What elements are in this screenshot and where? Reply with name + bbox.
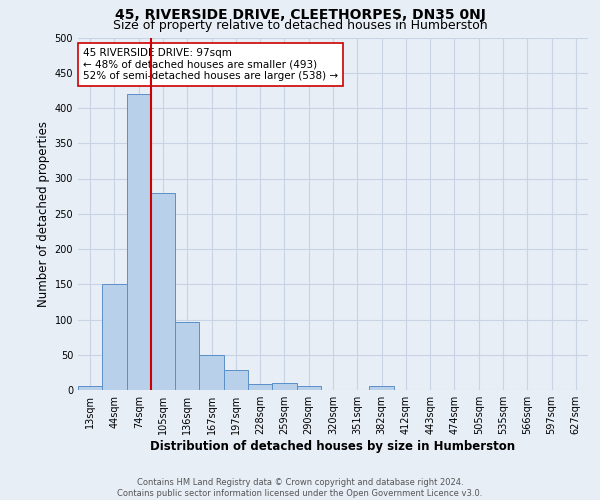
- Bar: [370, 386, 394, 390]
- Text: Contains HM Land Registry data © Crown copyright and database right 2024.
Contai: Contains HM Land Registry data © Crown c…: [118, 478, 482, 498]
- Text: Size of property relative to detached houses in Humberston: Size of property relative to detached ho…: [113, 18, 487, 32]
- Bar: [248, 384, 272, 390]
- Bar: [151, 192, 175, 390]
- Bar: [175, 322, 199, 390]
- Text: 45 RIVERSIDE DRIVE: 97sqm
← 48% of detached houses are smaller (493)
52% of semi: 45 RIVERSIDE DRIVE: 97sqm ← 48% of detac…: [83, 48, 338, 82]
- Y-axis label: Number of detached properties: Number of detached properties: [37, 120, 50, 306]
- X-axis label: Distribution of detached houses by size in Humberston: Distribution of detached houses by size …: [151, 440, 515, 453]
- Bar: [224, 370, 248, 390]
- Text: 45, RIVERSIDE DRIVE, CLEETHORPES, DN35 0NJ: 45, RIVERSIDE DRIVE, CLEETHORPES, DN35 0…: [115, 8, 485, 22]
- Bar: [272, 383, 296, 390]
- Bar: [102, 284, 127, 390]
- Bar: [296, 386, 321, 390]
- Bar: [78, 386, 102, 390]
- Bar: [199, 355, 224, 390]
- Bar: [127, 94, 151, 390]
